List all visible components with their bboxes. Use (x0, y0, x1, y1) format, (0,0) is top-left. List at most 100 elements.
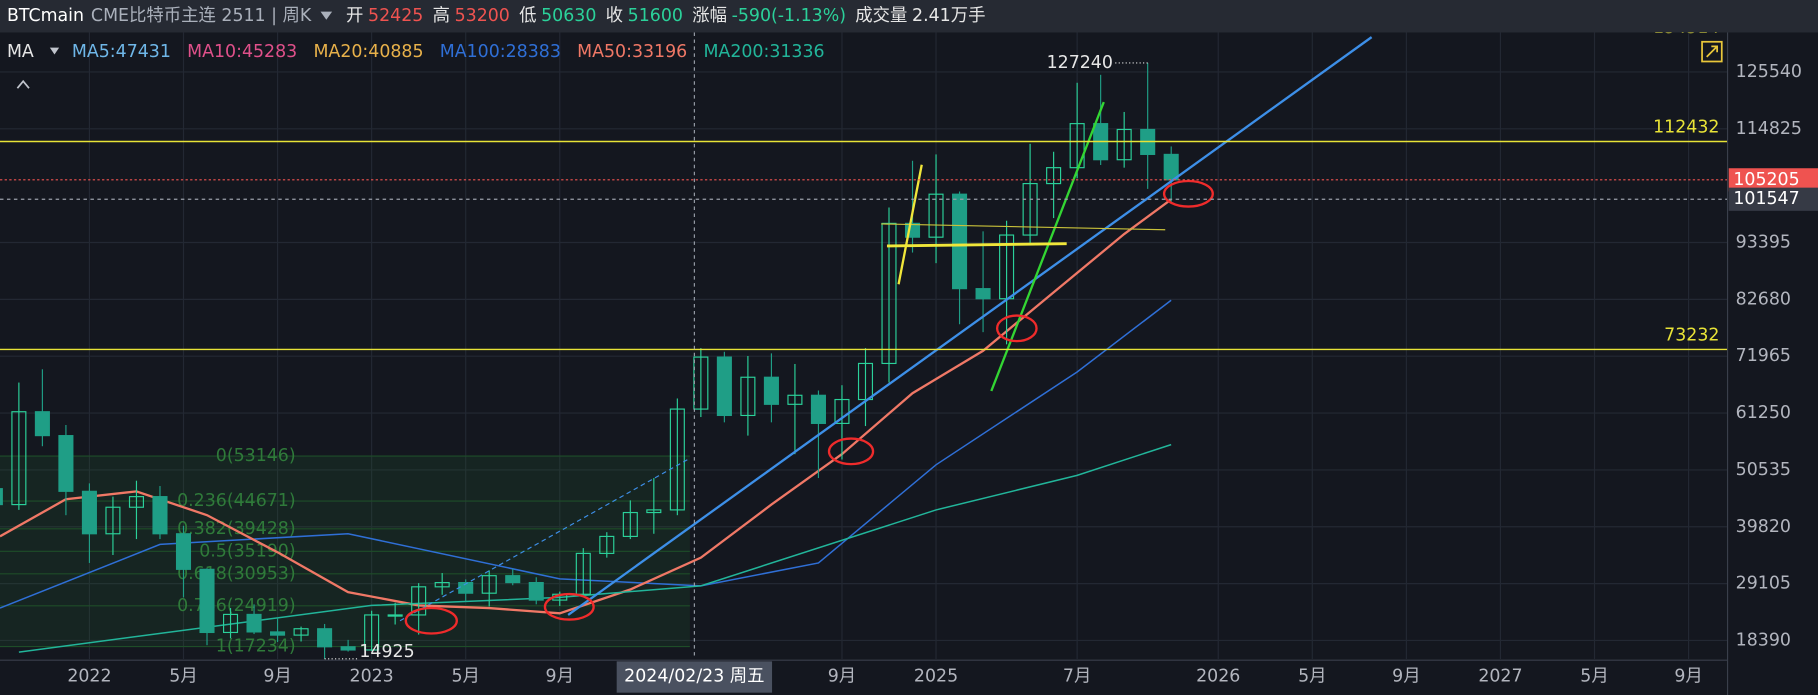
collapse-icon[interactable] (16, 79, 30, 89)
candle-body (716, 356, 732, 417)
header-text: 涨幅 (692, 6, 727, 26)
y-tick-label: 71965 (1736, 346, 1791, 366)
indicator-name: MA (7, 42, 34, 62)
axes: 18390 29105 39820 50535 61250 71965 82680 93395… (0, 32, 1818, 695)
candle-body (364, 614, 380, 651)
candle-body (128, 496, 144, 508)
drawings: 1343141124327323212724014925 (0, 18, 1728, 662)
header-bar (0, 0, 1818, 33)
x-tick-label: 9月 (1674, 666, 1702, 686)
candle-body (599, 535, 615, 554)
candle-body (199, 568, 215, 634)
header-text: 收 (606, 6, 623, 26)
circle-marker (543, 592, 595, 621)
candle-body (881, 222, 897, 365)
y-tick-label: 39820 (1736, 517, 1791, 537)
candle-body (669, 408, 685, 511)
candle-body (105, 506, 121, 535)
header-text: 2.41万手 (912, 6, 985, 26)
candle-body (222, 613, 239, 634)
x-tick-label: 9月 (546, 666, 574, 686)
x-tick-label: 9月 (1392, 666, 1420, 686)
yellow-line (886, 242, 1067, 248)
candle-body (58, 435, 74, 492)
header-text: 高 (433, 6, 450, 26)
candle-body (857, 362, 874, 401)
candle-body (1116, 128, 1132, 161)
candle-body (810, 394, 826, 424)
candle-body (11, 411, 27, 506)
x-tick-label: 5月 (1298, 666, 1326, 686)
dropdown-icon[interactable] (320, 11, 333, 20)
fib-label: 0.618(30953) (177, 564, 296, 584)
overlay: MA BTCmain CME比特币主连 2511 | 周K 开 52425 高 53200… (0, 0, 1818, 89)
crosshair-price-box (1728, 187, 1818, 211)
x-tick-label: 2027 (1478, 666, 1522, 686)
candle-body (246, 613, 262, 633)
ma-line (0, 198, 1172, 615)
y-tick-label: 125540 (1736, 62, 1802, 82)
price-axis (1727, 32, 1818, 695)
candle-body (411, 586, 427, 616)
candle-body (740, 376, 756, 417)
x-tick-label: 9月 (828, 666, 856, 686)
trend-line (567, 36, 1373, 616)
fullscreen-arrow (1706, 45, 1718, 58)
candle-body (952, 193, 968, 290)
y-tick-label: 93395 (1736, 233, 1791, 253)
x-tick-label: 2022 (67, 666, 111, 686)
candle-body (834, 398, 850, 424)
crosshair-price-label: 101547 (1733, 189, 1799, 209)
ma-lines (0, 198, 1172, 653)
legend-entry: MA100:28383 (440, 42, 561, 62)
y-tick-label: 61250 (1736, 403, 1791, 423)
yellow-thin-line (881, 223, 1166, 231)
candle-body (152, 496, 168, 535)
candle-body (434, 582, 450, 588)
candle-body (175, 533, 192, 570)
fib-label: 0.382(39428) (177, 519, 296, 539)
y-tick-label: 50535 (1736, 460, 1791, 480)
x-tick-label: 2023 (350, 666, 394, 686)
crosshair-date-label: 2024/02/23 周五 (624, 666, 764, 686)
fib-label: 1(17234) (216, 637, 296, 657)
y-tick-label: 29105 (1736, 574, 1791, 594)
candle-body (340, 646, 356, 651)
x-tick-label: 2026 (1196, 666, 1240, 686)
legend-entry: MA5:47431 (72, 42, 171, 62)
candle-body (928, 193, 944, 238)
fib-label: 0.786(24919) (177, 596, 296, 616)
candle-body (622, 511, 638, 538)
header-text: CME比特币主连 2511 | 周K (91, 6, 312, 26)
green-line (990, 101, 1105, 392)
x-tick-label: 5月 (169, 666, 197, 686)
candle-body (1022, 183, 1038, 236)
candle-body (1046, 167, 1062, 185)
candle-body (0, 488, 3, 506)
candles (0, 62, 1179, 659)
level-label: 73232 (1664, 326, 1719, 346)
dashed-trend-line (399, 457, 691, 622)
header-text: 52425 (368, 6, 423, 26)
candle-body (270, 631, 286, 636)
fullscreen-icon[interactable] (1701, 40, 1723, 63)
x-tick-label: 7月 (1063, 666, 1091, 686)
candle-body (975, 288, 991, 300)
dropdown-icon[interactable] (49, 47, 60, 55)
legend-entry: MA50:33196 (577, 42, 687, 62)
ma-line (18, 443, 1172, 653)
low-label: 14925 (359, 642, 414, 662)
x-tick-label: 5月 (1580, 666, 1608, 686)
candle-body (293, 628, 309, 636)
legend-entry: MA20:40885 (313, 42, 423, 62)
x-tick-label: 9月 (263, 666, 291, 686)
circle-marker (404, 606, 458, 635)
legend-entry: MA200:31336 (703, 42, 824, 62)
candle-body (481, 575, 497, 594)
y-tick-label: 82680 (1736, 289, 1791, 309)
header-text: 50630 (541, 6, 596, 26)
header-text: 低 (519, 6, 536, 26)
last-price-box (1728, 168, 1818, 192)
candle-body (528, 582, 544, 601)
